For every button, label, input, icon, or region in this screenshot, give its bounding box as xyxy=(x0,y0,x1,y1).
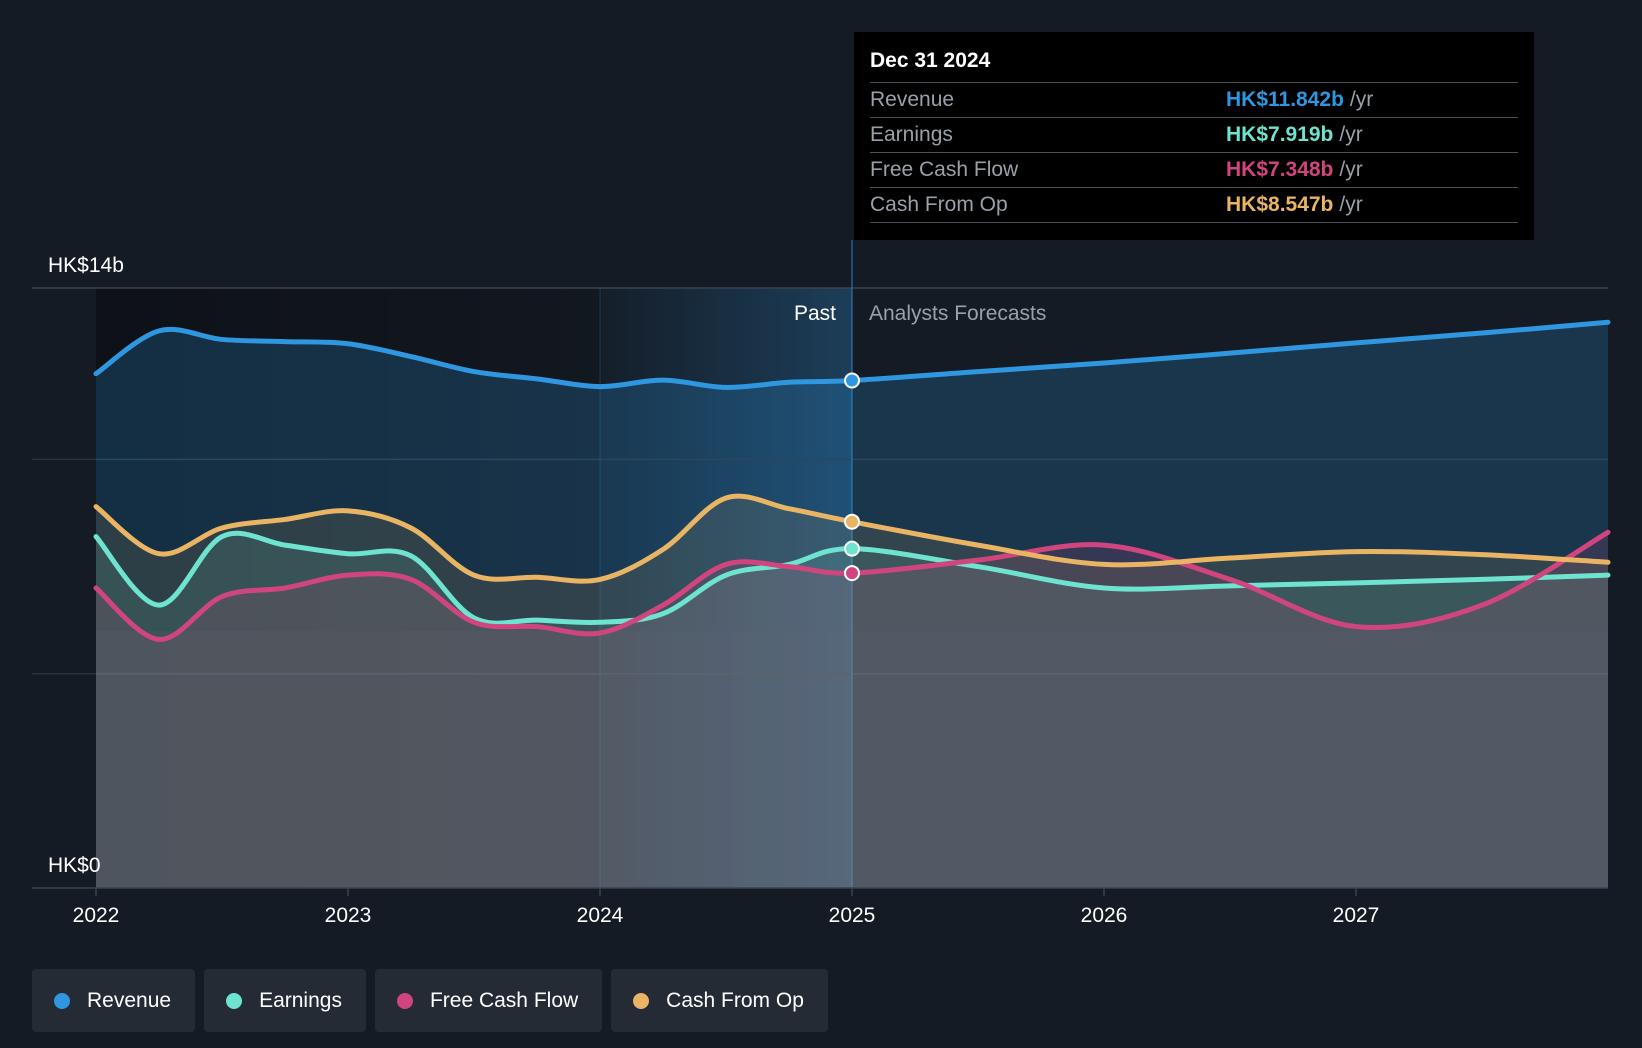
series-marker xyxy=(844,565,860,582)
tooltip-row-free-cash-flow: Free Cash Flow HK$7.348b /yr xyxy=(870,152,1518,187)
free-cash-flow-dot-icon xyxy=(396,992,413,1009)
legend-item-revenue[interactable]: Revenue xyxy=(32,969,196,1032)
tooltip-value: HK$7.348b xyxy=(1226,158,1334,181)
tooltip-row-earnings: Earnings HK$7.919b /yr xyxy=(870,117,1518,152)
series-line xyxy=(93,319,1611,390)
tooltip-value: HK$7.919b xyxy=(1226,123,1334,146)
x-tick-label: 2027 xyxy=(1333,904,1380,927)
tooltip-unit: /yr xyxy=(1339,123,1363,146)
legend-label: Cash From Op xyxy=(666,988,804,1012)
series-line xyxy=(93,529,1611,642)
y-axis-top-label: HK$14b xyxy=(48,254,124,277)
tooltip-unit: /yr xyxy=(1349,88,1374,111)
tooltip-label: Free Cash Flow xyxy=(870,158,1019,181)
tooltip-date: Dec 31 2024 xyxy=(870,49,991,72)
earnings-dot-icon xyxy=(226,992,243,1009)
revenue-dot-icon xyxy=(54,992,70,1009)
tooltip-label: Cash From Op xyxy=(870,193,1008,216)
tooltip-unit: /yr xyxy=(1339,193,1363,216)
series-marker xyxy=(844,513,860,530)
cash-from-op-dot-icon xyxy=(633,992,650,1009)
tooltip-label: Earnings xyxy=(870,123,953,146)
data-tooltip: Dec 31 2024 Revenue HK$11.842b /yr Earni… xyxy=(854,32,1534,240)
chart-legend: Revenue Earnings Free Cash Flow Cash Fro… xyxy=(32,969,828,1032)
tooltip-row-revenue: Revenue HK$11.842b /yr xyxy=(870,82,1518,117)
tooltip-row-cash-from-op: Cash From Op HK$8.547b /yr xyxy=(870,187,1518,223)
series-areas xyxy=(96,322,1608,888)
series-line xyxy=(93,493,1611,584)
series-marker xyxy=(844,372,860,389)
x-tick-label: 2025 xyxy=(829,904,876,927)
x-tick-label: 2024 xyxy=(577,904,624,927)
x-tick-label: 2023 xyxy=(325,904,372,927)
tooltip-unit: /yr xyxy=(1339,158,1363,181)
series-lines xyxy=(93,319,1611,642)
legend-item-earnings[interactable]: Earnings xyxy=(204,969,366,1032)
past-region-label: Past xyxy=(794,302,836,325)
series-area xyxy=(96,532,1608,888)
legend-label: Earnings xyxy=(259,988,342,1012)
tooltip-label: Revenue xyxy=(870,88,955,111)
legend-label: Free Cash Flow xyxy=(429,988,579,1012)
series-area xyxy=(96,322,1608,888)
series-marker xyxy=(844,540,860,557)
series-area xyxy=(96,496,1608,888)
x-axis: 2022 2023 2024 2025 2026 2027 xyxy=(32,887,1608,927)
legend-label: Revenue xyxy=(87,988,172,1012)
y-axis-bottom-label: HK$0 xyxy=(48,854,101,877)
tooltip-value: HK$8.547b xyxy=(1226,193,1334,216)
series-line xyxy=(93,530,1611,626)
ground-fill xyxy=(96,630,1608,888)
tooltip-value: HK$11.842b xyxy=(1226,88,1344,111)
legend-item-free-cash-flow[interactable]: Free Cash Flow xyxy=(374,969,603,1032)
x-tick-label: 2022 xyxy=(73,904,120,927)
tooltip-markers xyxy=(844,372,860,582)
forecast-region-label: Analysts Forecasts xyxy=(869,302,1046,325)
legend-item-cash-from-op[interactable]: Cash From Op xyxy=(611,969,828,1032)
x-tick-label: 2026 xyxy=(1081,904,1128,927)
